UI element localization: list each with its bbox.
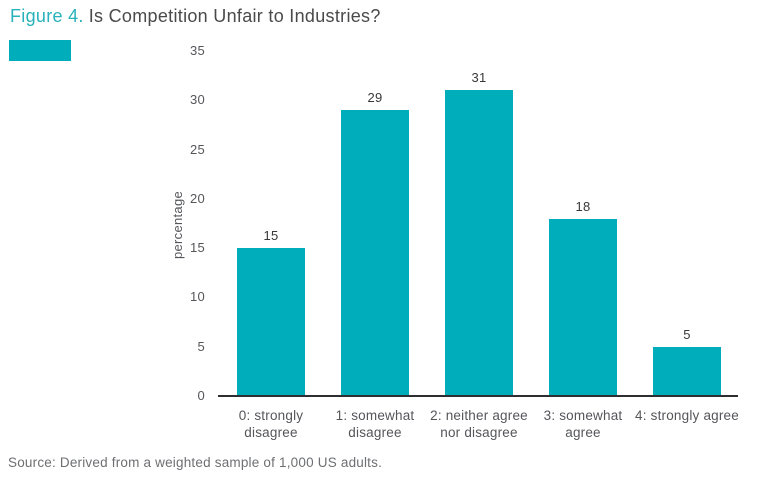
x-axis-category-label-line: agree xyxy=(565,425,601,440)
y-axis-label: percentage xyxy=(170,190,185,260)
bar-value-label: 15 xyxy=(263,228,279,243)
y-axis-tick: 5 xyxy=(197,339,205,354)
y-axis-tick: 35 xyxy=(189,43,205,58)
x-axis-category-label-line: nor disagree xyxy=(440,425,518,440)
x-axis-category-label-line: 4: strongly agree xyxy=(635,408,739,423)
y-axis-tick: 15 xyxy=(189,240,205,255)
source-note: Source: Derived from a weighted sample o… xyxy=(8,455,383,470)
y-axis-tick: 30 xyxy=(189,92,205,107)
x-axis-category-label-line: 1: somewhat xyxy=(335,408,415,423)
x-axis-category-label: 2: neither agree nor disagree xyxy=(417,407,541,441)
x-axis-category-label: 1: somewhat disagree xyxy=(313,407,437,441)
bar-value-label: 18 xyxy=(575,199,591,214)
y-axis-tick: 0 xyxy=(197,388,205,403)
x-axis-category-label-line: disagree xyxy=(348,425,402,440)
y-axis-tick: 25 xyxy=(189,142,205,157)
figure-title: Figure 4. Is Competition Unfair to Indust… xyxy=(10,6,381,27)
bar-value-label: 29 xyxy=(367,90,383,105)
bar xyxy=(237,248,305,396)
x-axis-line xyxy=(218,395,738,397)
y-axis-tick: 10 xyxy=(189,289,205,304)
bar xyxy=(549,219,617,396)
bar xyxy=(653,347,721,396)
x-axis-category-label-line: 0: strongly xyxy=(238,408,304,423)
figure-number-label: Figure 4. xyxy=(10,6,84,26)
x-axis-category-label: 0: strongly disagree xyxy=(209,407,333,441)
bar-value-label: 5 xyxy=(683,327,691,342)
x-axis-category-label-line: 3: somewhat xyxy=(543,408,623,423)
figure-title-text: Is Competition Unfair to Industries? xyxy=(88,6,381,26)
y-axis-tick: 20 xyxy=(189,191,205,206)
x-axis-category-label: 4: strongly agree xyxy=(625,407,749,424)
bar-value-label: 31 xyxy=(471,70,487,85)
bar xyxy=(341,110,409,396)
legend-swatch xyxy=(9,40,71,61)
x-axis-category-label-line: 2: neither agree xyxy=(430,408,528,423)
x-axis-category-label: 3: somewhat agree xyxy=(521,407,645,441)
x-axis-category-label-line: disagree xyxy=(244,425,298,440)
bar xyxy=(445,90,513,396)
